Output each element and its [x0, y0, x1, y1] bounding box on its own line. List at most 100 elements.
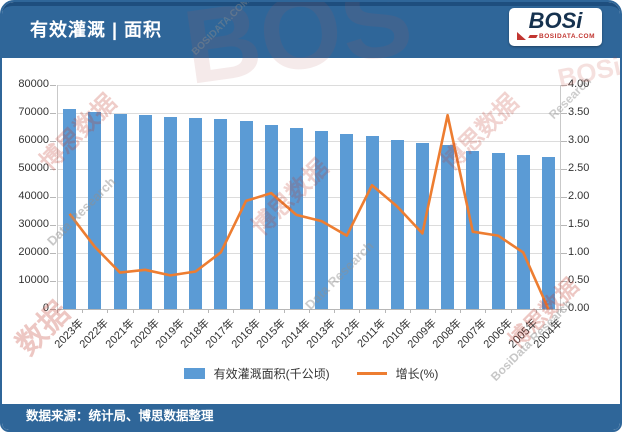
y-tick-right — [561, 113, 567, 114]
bosi-logo: BOSi BOSIDATA.COM — [509, 8, 602, 46]
bar — [415, 143, 429, 309]
gridline — [57, 225, 561, 226]
x-axis-label: 2013年 — [304, 317, 339, 351]
bar — [63, 108, 77, 309]
bar — [541, 156, 555, 309]
y-axis-label-right: 1.50 — [568, 218, 590, 230]
x-axis-label: 2017年 — [203, 317, 238, 351]
gridline — [57, 253, 561, 254]
y-tick-right — [561, 281, 567, 282]
footer: 数据来源：统计局、博思数据整理 — [2, 404, 620, 430]
y-axis-label-right: 3.50 — [568, 106, 590, 118]
bar — [214, 119, 228, 309]
header: 有效灌溉 | 面积 BOSi BOSIDATA.COM — [2, 2, 620, 58]
legend-line-label: 增长(%) — [395, 367, 439, 381]
logo-wordmark: BOSi — [528, 8, 583, 33]
bar — [516, 154, 530, 309]
data-source-text: 数据来源：统计局、博思数据整理 — [26, 409, 214, 423]
plot-area — [57, 85, 561, 310]
x-axis-label: 2006年 — [481, 317, 515, 351]
y-tick-right — [561, 309, 567, 310]
y-axis-label-left: 0 — [42, 302, 49, 314]
gridline — [57, 281, 561, 282]
bar — [441, 145, 455, 309]
x-axis-label: 2021年 — [103, 317, 137, 351]
y-axis-label-left: 60000 — [18, 134, 49, 146]
y-tick-right — [561, 85, 567, 86]
y-axis-label-left: 80000 — [18, 78, 49, 90]
bar — [340, 134, 354, 309]
y-tick-right — [561, 253, 567, 254]
y-axis-label-left: 50000 — [18, 162, 49, 174]
bar — [189, 117, 203, 309]
y-axis-label-right: 2.00 — [568, 190, 590, 202]
bar — [491, 152, 505, 309]
y-axis-label-right: 2.50 — [568, 162, 590, 174]
y-axis-label-right: 0.00 — [568, 302, 590, 314]
x-axis-label: 2008年 — [430, 317, 465, 351]
gridline — [57, 85, 561, 86]
logo-domain-text: BOSIDATA.COM — [539, 33, 595, 40]
y-axis-label-left: 20000 — [18, 246, 49, 258]
x-axis-label: 2015年 — [254, 317, 288, 351]
y-axis-label-left: 10000 — [18, 274, 49, 286]
y-tick-left — [50, 253, 56, 254]
gridline — [57, 141, 561, 142]
legend-line-swatch — [356, 372, 387, 375]
x-axis-label: 2016年 — [229, 317, 263, 351]
x-axis-label: 2007年 — [455, 317, 490, 351]
x-axis-label: 2011年 — [355, 317, 389, 351]
y-tick-left — [50, 197, 56, 198]
y-tick-right — [561, 197, 567, 198]
x-axis-label: 2020年 — [128, 317, 162, 351]
y-tick-right — [561, 169, 567, 170]
bar — [88, 111, 102, 309]
bar — [138, 115, 152, 309]
x-axis-label: 2019年 — [153, 317, 188, 351]
bar — [113, 114, 127, 309]
y-axis-label-left: 40000 — [18, 190, 49, 202]
x-axis-label: 2005年 — [506, 317, 540, 351]
y-axis-label-left: 70000 — [18, 106, 49, 118]
y-axis-label-right: 3.00 — [568, 134, 590, 146]
x-axis-label: 2023年 — [52, 317, 87, 351]
y-tick-left — [50, 141, 56, 142]
page-title: 有效灌溉 | 面积 — [30, 20, 163, 40]
x-axis-label: 2004年 — [531, 317, 566, 351]
logo-dash-icon — [528, 35, 538, 38]
axis-line — [57, 85, 58, 309]
bar — [390, 140, 404, 309]
y-tick-right — [561, 225, 567, 226]
y-tick-left — [50, 113, 56, 114]
legend-bar-label: 有效灌溉面积(千公顷) — [213, 367, 330, 381]
x-axis-label: 2022年 — [77, 317, 112, 351]
axis-line — [560, 85, 561, 309]
x-axis-label: 2010年 — [380, 317, 414, 351]
bar — [365, 136, 379, 309]
bar — [289, 128, 303, 309]
legend: 有效灌溉面积(千公顷) 增长(%) — [2, 365, 620, 382]
gridline — [57, 309, 561, 310]
y-tick-left — [50, 281, 56, 282]
y-axis-label-right: 0.50 — [568, 274, 590, 286]
gridline — [57, 169, 561, 170]
y-axis-label-right: 1.00 — [568, 246, 590, 258]
gridline — [57, 197, 561, 198]
y-axis-label-right: 4.00 — [568, 78, 590, 90]
x-axis-label: 2014年 — [279, 317, 314, 351]
x-axis-label: 2018年 — [178, 317, 213, 351]
bar — [264, 124, 278, 309]
y-tick-left — [50, 225, 56, 226]
x-axis-label: 2012年 — [329, 317, 364, 351]
growth-line — [68, 113, 550, 310]
y-axis-label-left: 30000 — [18, 218, 49, 230]
y-tick-left — [50, 85, 56, 86]
y-tick-left — [50, 309, 56, 310]
y-tick-right — [561, 141, 567, 142]
bar — [239, 121, 253, 309]
legend-bar-swatch — [183, 368, 205, 379]
gridline — [57, 113, 561, 114]
y-tick-left — [50, 169, 56, 170]
logo-flag-icon — [517, 32, 526, 40]
